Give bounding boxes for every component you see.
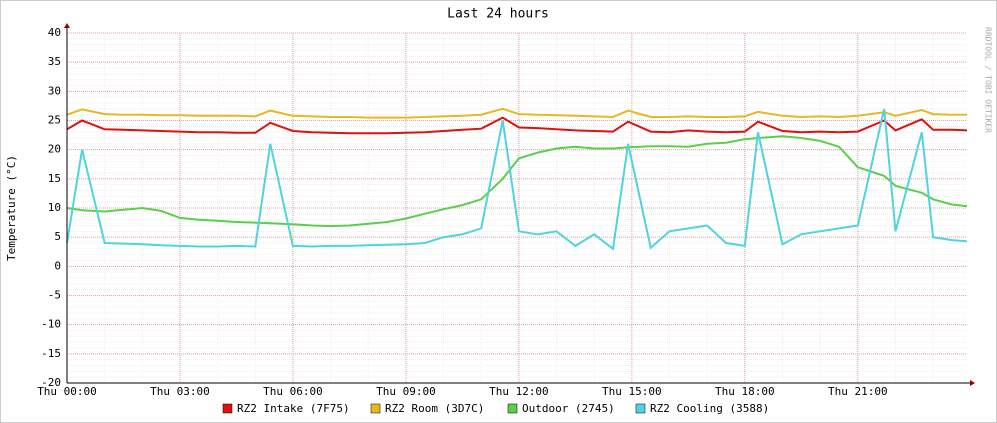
series-line	[66, 135, 968, 228]
legend-label: RZ2 Room (3D7C)	[385, 402, 484, 415]
x-tick-label: Thu 21:00	[828, 385, 888, 398]
legend-swatch	[507, 403, 518, 414]
series-line	[66, 116, 968, 135]
x-arrow	[970, 380, 975, 386]
y-tick-label: -5	[48, 289, 61, 302]
legend-swatch	[222, 403, 233, 414]
y-tick-label: -10	[41, 318, 61, 331]
chart-title: Last 24 hours	[447, 7, 549, 22]
legend-label: Outdoor (2745)	[522, 402, 615, 415]
y-tick-label: 20	[48, 143, 61, 156]
legend-swatch	[370, 403, 381, 414]
y-arrow	[64, 23, 70, 28]
y-tick-label: -20	[41, 376, 61, 389]
x-tick-label: Thu 12:00	[489, 385, 549, 398]
x-tick-label: Thu 09:00	[376, 385, 436, 398]
y-tick-label: 5	[54, 230, 61, 243]
legend-label: RZ2 Cooling (3588)	[650, 402, 769, 415]
y-axis-label: Temperature (°C)	[5, 155, 18, 261]
watermark: RRDTOOL / TOBI OETIKER	[984, 27, 993, 133]
y-tick-label: 15	[48, 172, 61, 185]
y-tick-label: 25	[48, 114, 61, 127]
legend-label: RZ2 Intake (7F75)	[237, 402, 350, 415]
x-tick-label: Thu 03:00	[150, 385, 210, 398]
x-tick-label: Thu 15:00	[602, 385, 662, 398]
y-tick-label: 30	[48, 84, 61, 97]
x-tick-label: Thu 00:00	[37, 385, 97, 398]
y-tick-label: 40	[48, 26, 61, 39]
y-tick-label: 0	[54, 259, 61, 272]
x-tick-label: Thu 18:00	[715, 385, 775, 398]
series-line	[66, 108, 968, 251]
y-tick-label: 10	[48, 201, 61, 214]
legend-swatch	[635, 403, 646, 414]
y-tick-label: -15	[41, 347, 61, 360]
y-tick-label: 35	[48, 55, 61, 68]
x-tick-label: Thu 06:00	[263, 385, 323, 398]
series-line	[66, 107, 967, 119]
